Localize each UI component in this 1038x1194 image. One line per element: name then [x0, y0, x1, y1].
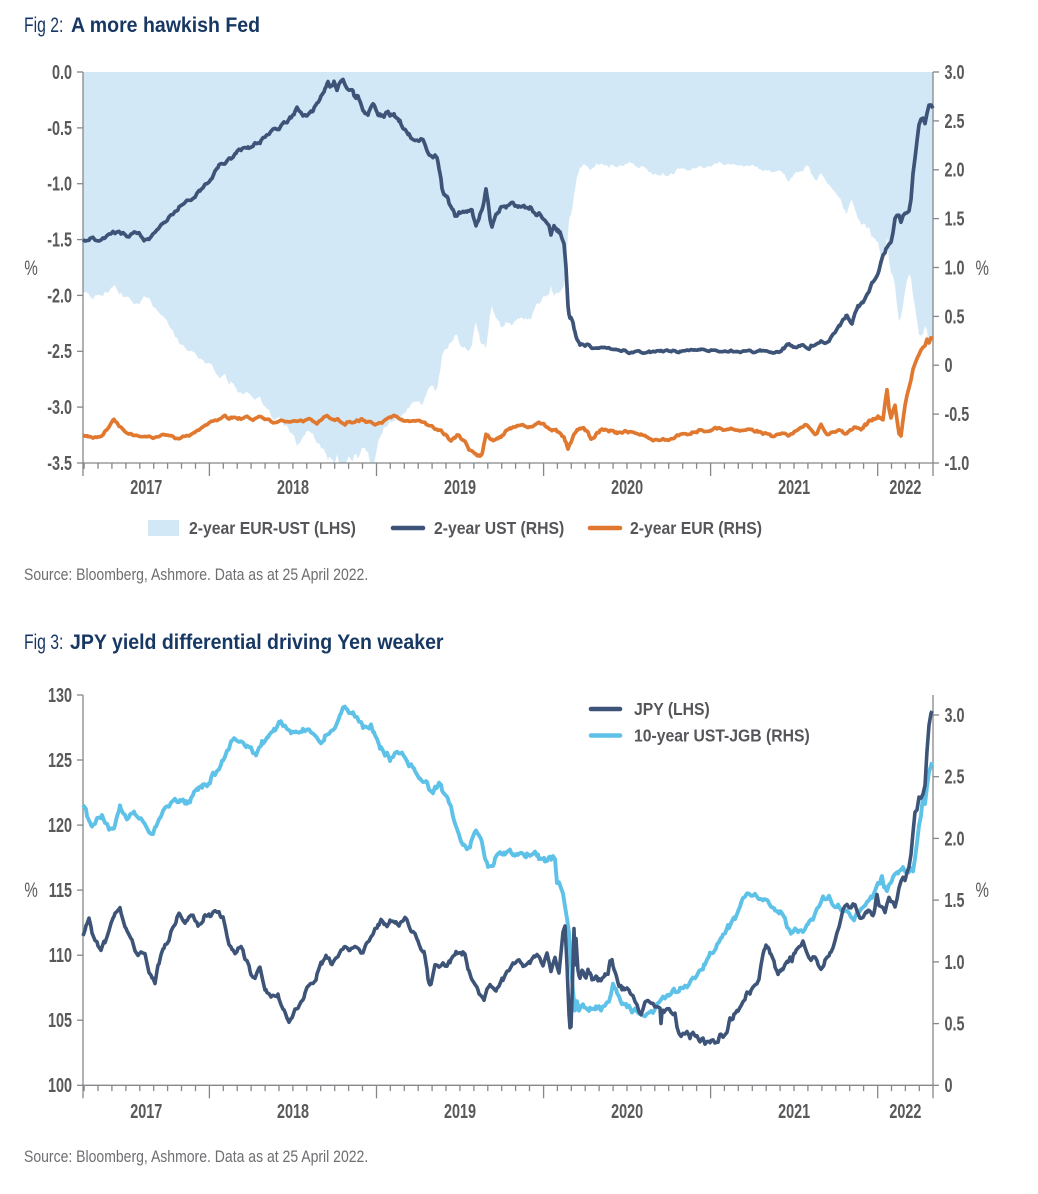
svg-text:2021: 2021 [778, 476, 810, 499]
svg-text:%: % [976, 255, 989, 279]
svg-text:105: 105 [48, 1009, 72, 1032]
svg-text:0.5: 0.5 [945, 1012, 965, 1035]
svg-text:2021: 2021 [778, 1100, 810, 1123]
svg-text:2.5: 2.5 [945, 765, 965, 788]
svg-text:Source: Bloomberg, Ashmore. Da: Source: Bloomberg, Ashmore. Data as at 2… [24, 1148, 368, 1166]
svg-text:-2.0: -2.0 [47, 284, 72, 307]
svg-text:-1.0: -1.0 [945, 452, 970, 475]
svg-text:Fig 2:: Fig 2: [24, 13, 63, 37]
svg-text:JPY yield differential driving: JPY yield differential driving Yen weake… [70, 631, 444, 654]
svg-text:-0.5: -0.5 [47, 116, 72, 139]
svg-text:1.0: 1.0 [945, 256, 965, 279]
svg-text:%: % [24, 877, 37, 901]
svg-text:Fig 3:: Fig 3: [24, 630, 63, 654]
svg-text:-1.0: -1.0 [47, 172, 72, 195]
svg-text:2022: 2022 [889, 476, 921, 499]
svg-text:10-year UST-JGB (RHS): 10-year UST-JGB (RHS) [634, 726, 810, 746]
svg-text:%: % [24, 255, 37, 279]
svg-text:0: 0 [945, 354, 953, 377]
svg-text:-1.5: -1.5 [47, 228, 72, 251]
svg-text:2017: 2017 [130, 1100, 162, 1123]
svg-text:0.0: 0.0 [52, 61, 72, 84]
svg-text:0.5: 0.5 [945, 305, 965, 328]
svg-text:120: 120 [48, 814, 72, 837]
svg-text:2.0: 2.0 [945, 158, 965, 181]
svg-text:2020: 2020 [611, 1100, 643, 1123]
svg-text:-0.5: -0.5 [945, 403, 970, 426]
svg-text:130: 130 [48, 684, 72, 707]
svg-text:3.0: 3.0 [945, 704, 965, 727]
svg-text:Source: Bloomberg, Ashmore. Da: Source: Bloomberg, Ashmore. Data as at 2… [24, 566, 368, 584]
svg-text:-3.0: -3.0 [47, 396, 72, 419]
svg-text:0: 0 [945, 1074, 953, 1097]
svg-text:2020: 2020 [611, 476, 643, 499]
svg-text:110: 110 [49, 944, 72, 967]
svg-text:1.5: 1.5 [945, 889, 965, 912]
svg-text:100: 100 [48, 1074, 72, 1097]
svg-text:2018: 2018 [277, 1100, 309, 1123]
svg-text:2019: 2019 [444, 1100, 476, 1123]
svg-text:1.5: 1.5 [945, 207, 965, 230]
svg-text:2019: 2019 [444, 476, 476, 499]
svg-text:A more hawkish Fed: A more hawkish Fed [71, 14, 260, 37]
svg-text:2-year EUR-UST (LHS): 2-year EUR-UST (LHS) [189, 518, 356, 538]
svg-text:1.0: 1.0 [945, 950, 965, 973]
svg-text:JPY (LHS): JPY (LHS) [634, 699, 710, 719]
svg-text:3.0: 3.0 [945, 61, 965, 84]
svg-text:2022: 2022 [889, 1100, 921, 1123]
svg-text:-3.5: -3.5 [47, 452, 72, 475]
svg-text:125: 125 [48, 749, 72, 772]
svg-text:2017: 2017 [130, 476, 162, 499]
svg-text:2.5: 2.5 [945, 109, 965, 132]
svg-text:2-year UST (RHS): 2-year UST (RHS) [434, 518, 564, 538]
svg-text:2-year EUR (RHS): 2-year EUR (RHS) [630, 518, 762, 538]
svg-text:115: 115 [49, 879, 72, 902]
svg-text:2.0: 2.0 [945, 827, 965, 850]
svg-text:2018: 2018 [277, 476, 309, 499]
svg-text:%: % [976, 877, 989, 901]
svg-text:-2.5: -2.5 [47, 340, 72, 363]
